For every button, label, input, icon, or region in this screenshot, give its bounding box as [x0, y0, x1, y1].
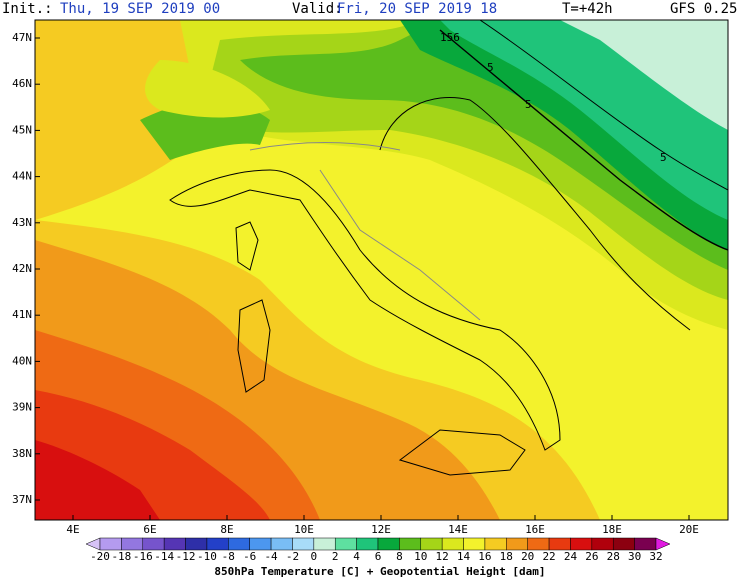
colorbar-swatch [206, 537, 229, 551]
colorbar-label: 26 [585, 550, 598, 563]
colorbar-label: 2 [332, 550, 339, 563]
colorbar-title: 850hPa Temperature [C] + Geopotential He… [214, 565, 545, 578]
colorbar-swatch [356, 537, 379, 551]
colorbar-swatch [527, 537, 550, 551]
lon-label: 20E [679, 523, 699, 536]
colorbar-swatch [441, 537, 464, 551]
colorbar-arrow [655, 537, 671, 551]
colorbar-label: -12 [176, 550, 196, 563]
lon-label: 12E [371, 523, 391, 536]
colorbar-label: -20 [90, 550, 110, 563]
colorbar-label: -8 [222, 550, 235, 563]
lon-label: 10E [294, 523, 314, 536]
colorbar-swatch [484, 537, 507, 551]
colorbar-label: 12 [436, 550, 449, 563]
colorbar-swatch [334, 537, 357, 551]
lat-label: 39N [12, 401, 32, 414]
lat-label: 46N [12, 77, 32, 90]
colorbar-swatch [634, 537, 657, 551]
colorbar-label: 30 [628, 550, 641, 563]
colorbar-swatch [142, 537, 165, 551]
colorbar-label: 22 [542, 550, 555, 563]
lat-label: 42N [12, 262, 32, 275]
colorbar-label: -4 [264, 550, 278, 563]
colorbar-label: 32 [649, 550, 662, 563]
lon-label: 8E [220, 523, 233, 536]
lon-label: 14E [448, 523, 468, 536]
lon-label: 16E [525, 523, 545, 536]
colorbar-label: -2 [286, 550, 299, 563]
colorbar-label: -14 [154, 550, 174, 563]
colorbar-label: 28 [607, 550, 620, 563]
contour-label: 5 [660, 151, 667, 164]
colorbar-label: 4 [353, 550, 360, 563]
map-field [35, 20, 728, 520]
colorbar-swatch [270, 537, 293, 551]
colorbar-label: 14 [457, 550, 471, 563]
colorbar-label: 18 [500, 550, 513, 563]
colorbar-swatch [185, 537, 208, 551]
lat-label: 45N [12, 123, 32, 136]
colorbar-swatch [121, 537, 144, 551]
colorbar-swatch [292, 537, 315, 551]
lat-label: 40N [12, 354, 32, 367]
colorbar-swatch [163, 537, 186, 551]
lat-label: 37N [12, 493, 32, 506]
colorbar-label: -18 [111, 550, 131, 563]
colorbar-swatch [548, 537, 571, 551]
colorbar-swatch [249, 537, 272, 551]
lat-label: 44N [12, 170, 32, 183]
valid-time: Fri, 20 SEP 2019 18 [337, 1, 497, 17]
lon-label: 18E [602, 523, 622, 536]
colorbar-label: -10 [197, 550, 217, 563]
colorbar-swatch [463, 537, 486, 551]
lead-time: T=+42h [562, 1, 613, 17]
contour-label: 5 [487, 61, 494, 74]
colorbar-swatch [420, 537, 443, 551]
colorbar-label: 24 [564, 550, 578, 563]
colorbar-swatch [377, 537, 400, 551]
init-time: Thu, 19 SEP 2019 00 [60, 1, 220, 17]
colorbar-label: 8 [396, 550, 403, 563]
colorbar-label: -16 [133, 550, 153, 563]
colorbar-arrow [85, 537, 101, 551]
colorbar-label: 0 [311, 550, 318, 563]
colorbar-swatch [591, 537, 614, 551]
lat-label: 43N [12, 216, 32, 229]
colorbar-label: -6 [243, 550, 256, 563]
colorbar-swatch [506, 537, 528, 551]
model-name: GFS 0.25 [670, 1, 737, 17]
colorbar-swatch [399, 537, 422, 551]
header: Init.: Thu, 19 SEP 2019 00 Valid: Fri, 2… [2, 1, 737, 17]
lat-label: 41N [12, 308, 32, 321]
lon-label: 6E [143, 523, 156, 536]
colorbar-swatch [570, 537, 593, 551]
colorbar-swatch [612, 537, 635, 551]
colorbar-label: 16 [478, 550, 491, 563]
contour-label: 5 [525, 98, 532, 111]
colorbar-swatch [313, 537, 336, 551]
colorbar-swatch [99, 537, 122, 551]
colorbar-label: 6 [375, 550, 382, 563]
init-label: Init.: [2, 1, 53, 17]
colorbar-label: 10 [414, 550, 427, 563]
valid-label: Valid: [292, 1, 343, 17]
colorbar-swatch [228, 537, 250, 551]
lon-label: 4E [66, 523, 79, 536]
contour-label: 156 [440, 31, 460, 44]
lat-label: 38N [12, 447, 32, 460]
lat-label: 47N [12, 31, 32, 44]
colorbar-label: 20 [521, 550, 534, 563]
